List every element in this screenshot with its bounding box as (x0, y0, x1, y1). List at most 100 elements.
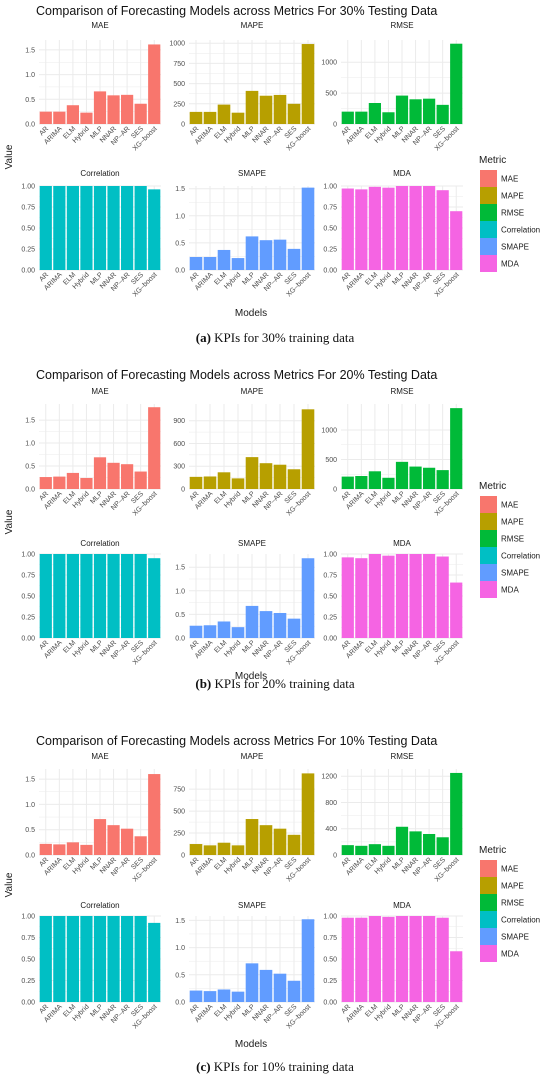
bar-mlp (93, 916, 107, 1002)
y-tick-label: 1.5 (25, 418, 35, 425)
bar-np-ar (273, 464, 287, 489)
bar-xg-boost (148, 189, 161, 270)
y-tick-label: 0 (181, 487, 185, 494)
x-tick-label: AR (340, 856, 352, 868)
bar-hybrid (80, 112, 93, 124)
y-tick-label: 0 (333, 853, 337, 860)
panel-title: MAE (91, 387, 108, 396)
bar-ar (189, 256, 203, 270)
y-axis-label: Value (4, 509, 15, 534)
legend-label: SMAPE (501, 933, 529, 942)
x-tick-label: AR (340, 125, 352, 137)
legend-swatch-mda (480, 581, 497, 598)
y-tick-label: 1.00 (21, 552, 35, 559)
bar-ar (189, 111, 203, 124)
bar-xg-boost (301, 44, 315, 124)
legend-label: SMAPE (501, 243, 529, 252)
legend-swatch-mae (480, 170, 497, 187)
bar-elm (217, 249, 231, 270)
panel-rmse: RMSE05001000ARARIMAELMHybridMLPNNARNP–AR… (321, 21, 463, 152)
bar-mlp (245, 457, 259, 489)
y-tick-label: 250 (173, 831, 185, 838)
legend-label: MDA (501, 586, 519, 595)
bar-xg-boost (450, 582, 463, 638)
bar-arima (203, 256, 217, 270)
bar-ses (134, 554, 147, 638)
y-tick-label: 1200 (321, 774, 337, 781)
panel-rmse: RMSE05001000ARARIMAELMHybridMLPNNARNP–AR… (321, 387, 463, 517)
legend-swatch-mape (480, 877, 497, 894)
bar-ar (189, 990, 203, 1002)
y-tick-label: 1.00 (323, 914, 337, 921)
bar-ses (436, 917, 449, 1002)
caption-label: (c) (196, 1059, 211, 1074)
bar-ar (341, 476, 354, 489)
y-tick-label: 0.25 (323, 978, 337, 985)
y-tick-label: 0.5 (25, 97, 35, 104)
y-tick-label: 1.5 (175, 565, 185, 572)
bar-nnar (107, 825, 120, 855)
y-tick-label: 500 (325, 91, 337, 98)
legend-swatch-mape (480, 187, 497, 204)
figure-block-b: Comparison of Forecasting Models across … (0, 364, 550, 724)
bar-mlp (245, 605, 259, 638)
bar-hybrid (231, 258, 245, 270)
bar-elm (217, 989, 231, 1002)
bar-mlp (395, 95, 409, 124)
bar-arima (355, 917, 368, 1002)
y-tick-label: 0.00 (323, 636, 337, 643)
bar-hybrid (382, 555, 395, 638)
y-tick-label: 0.25 (21, 978, 35, 985)
bar-xg-boost (450, 408, 463, 489)
figure-caption: (a) KPIs for 30% training data (0, 330, 550, 346)
bar-elm (66, 186, 79, 270)
y-tick-label: 1.5 (175, 186, 185, 193)
legend-swatch-rmse (480, 204, 497, 221)
y-tick-label: 0.25 (21, 615, 35, 622)
bar-nnar (107, 916, 120, 1002)
legend-label: MAE (501, 865, 518, 874)
legend-title: Metric (479, 845, 506, 856)
bar-mlp (395, 554, 409, 638)
bar-hybrid (231, 845, 245, 855)
panel-title: MAPE (241, 21, 264, 30)
bar-arima (203, 111, 217, 124)
panel-title: Correlation (80, 901, 119, 910)
x-tick-label: AR (340, 490, 352, 502)
bar-nnar (107, 186, 120, 270)
y-tick-label: 1.5 (175, 918, 185, 925)
bar-np-ar (273, 239, 287, 270)
bar-arima (203, 476, 217, 489)
y-tick-label: 800 (325, 800, 337, 807)
bar-nnar (409, 916, 422, 1002)
legend-label: RMSE (501, 535, 524, 544)
legend-swatch-mape (480, 513, 497, 530)
caption-text: KPIs for 30% training data (214, 330, 355, 345)
bar-elm (66, 105, 79, 124)
legend-title: Metric (479, 155, 506, 166)
bar-xg-boost (301, 919, 315, 1002)
legend-swatch-smape (480, 928, 497, 945)
y-tick-label: 1.5 (25, 777, 35, 784)
y-tick-label: 0.50 (21, 957, 35, 964)
bar-mlp (93, 457, 107, 489)
bar-xg-boost (450, 43, 463, 124)
bar-mlp (245, 236, 259, 270)
legend-swatch-mae (480, 860, 497, 877)
panel-mda: MDA0.000.250.500.751.00ARARIMAELMHybridM… (323, 901, 463, 1030)
bar-elm (66, 842, 79, 855)
bar-np-ar (423, 186, 436, 270)
y-tick-label: 1.0 (175, 213, 185, 220)
figure-title: Comparison of Forecasting Models across … (36, 4, 438, 18)
bar-hybrid (80, 477, 93, 489)
legend-swatch-mae (480, 496, 497, 513)
figure-block-a: Comparison of Forecasting Models across … (0, 0, 550, 362)
legend-swatch-smape (480, 564, 497, 581)
bar-elm (66, 472, 79, 489)
bar-elm (368, 103, 381, 124)
bar-elm (368, 186, 381, 270)
bar-ses (436, 470, 449, 489)
y-axis-label: Value (4, 144, 15, 169)
bar-nnar (259, 969, 273, 1002)
bar-ses (287, 469, 301, 489)
